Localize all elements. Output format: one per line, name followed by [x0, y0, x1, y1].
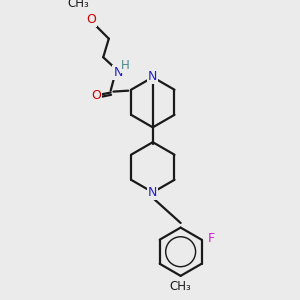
- Text: F: F: [207, 232, 214, 245]
- Text: CH₃: CH₃: [67, 0, 89, 10]
- Text: CH₃: CH₃: [170, 280, 191, 292]
- Text: O: O: [91, 89, 101, 102]
- Text: O: O: [86, 13, 96, 26]
- Text: N: N: [148, 186, 158, 199]
- Text: N: N: [113, 66, 123, 79]
- Text: H: H: [121, 59, 130, 72]
- Text: N: N: [148, 70, 158, 83]
